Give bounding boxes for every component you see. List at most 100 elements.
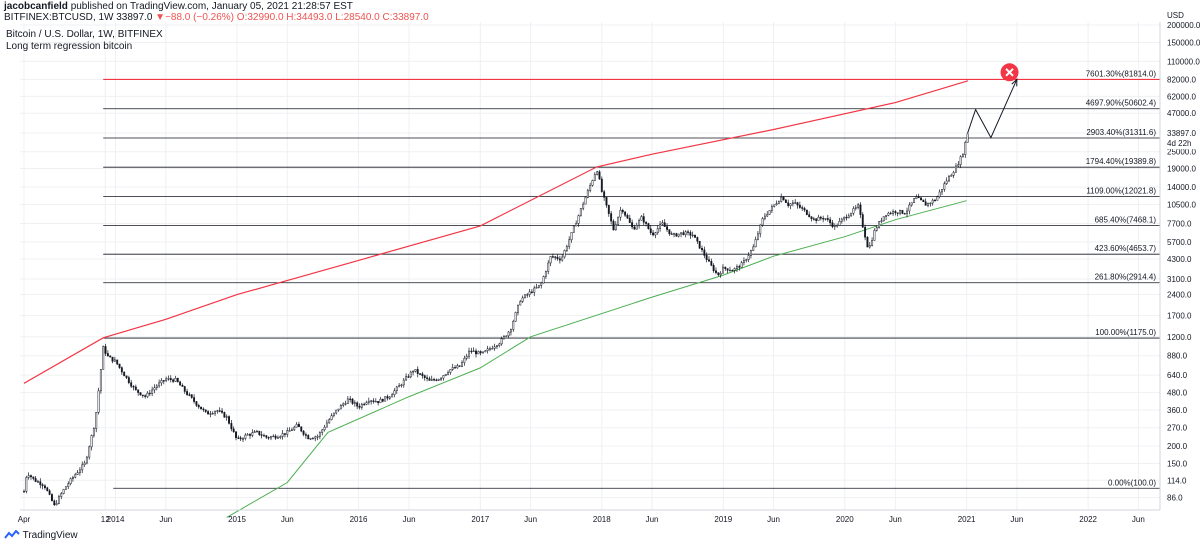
candle-body <box>628 217 631 223</box>
candle-body <box>526 294 529 296</box>
candle-body <box>76 472 79 475</box>
candle-body <box>861 214 864 228</box>
candle-body <box>62 489 65 494</box>
candle-body <box>677 233 680 237</box>
candle-body <box>479 351 482 354</box>
candle-body <box>46 487 49 492</box>
candle-body <box>332 412 335 416</box>
candle-body <box>794 202 797 204</box>
candle-body <box>407 376 410 378</box>
price-tick-label: 360.0 <box>1167 406 1188 415</box>
candle-body <box>824 218 827 220</box>
candle-body <box>582 203 585 209</box>
candle-body <box>202 408 205 411</box>
candle-body <box>572 225 575 233</box>
candle-body <box>722 266 724 274</box>
candle-body <box>915 196 918 200</box>
candle-body <box>514 312 517 322</box>
fib-level-label: 100.00%(1175.0) <box>1095 328 1156 337</box>
candle-body <box>267 437 270 439</box>
candle-body <box>482 351 484 354</box>
candle-body <box>118 363 121 368</box>
candle-body <box>263 435 265 437</box>
candle-body <box>302 430 305 435</box>
author-name[interactable]: jacobcanfield <box>4 1 68 12</box>
candle-body <box>374 401 377 403</box>
candle-body <box>193 397 196 402</box>
candle-body <box>493 346 496 349</box>
candle-body <box>619 209 622 218</box>
candle-body <box>74 474 77 478</box>
candle-body <box>169 378 172 381</box>
price-tick-label: 640.0 <box>1167 371 1188 380</box>
candle-body <box>703 249 706 256</box>
candle-body <box>146 392 149 397</box>
candle-body <box>530 291 533 293</box>
current-price-box <box>1161 127 1199 150</box>
candle-body <box>151 389 154 394</box>
candle-body <box>419 373 422 375</box>
candle-body <box>370 400 373 402</box>
candle-body <box>512 320 515 330</box>
candle-body <box>325 422 328 428</box>
time-tick-label: Jun <box>1132 515 1145 524</box>
candle-body <box>563 250 566 258</box>
price-tick-label: 4300.0 <box>1167 255 1192 264</box>
candle-body <box>803 208 806 211</box>
candle-body <box>48 490 51 495</box>
candle-body <box>197 405 200 408</box>
candle-body <box>668 229 671 234</box>
candle-body <box>346 398 349 404</box>
candle-body <box>747 255 750 260</box>
candle-body <box>141 394 144 397</box>
price-axis[interactable]: 200000.0 150000.0 110000.0 82000.0 62000.0 47… <box>1159 11 1200 510</box>
candle-body <box>104 346 107 354</box>
candle-body <box>519 301 522 306</box>
candle-body <box>880 220 883 222</box>
candle-body <box>440 377 443 380</box>
candle-body <box>523 294 526 299</box>
candle-body <box>503 336 505 339</box>
lower-regression-curve <box>226 200 967 518</box>
candle-body <box>179 381 182 386</box>
fib-level-label: 2903.40%(31311.6) <box>1086 128 1156 137</box>
candle-body <box>731 269 734 272</box>
candle-body <box>249 434 251 436</box>
candle-body <box>356 402 359 407</box>
candle-body <box>784 199 787 203</box>
candle-body <box>840 218 843 222</box>
candle-body <box>106 353 109 357</box>
price-tick-label: 10500.0 <box>1167 201 1196 210</box>
candle-body <box>710 261 713 266</box>
candle-body <box>491 348 494 350</box>
candle-body <box>71 477 74 479</box>
price-tick-label: 82000.0 <box>1167 75 1196 84</box>
candle-body <box>393 390 396 395</box>
candle-body <box>139 392 142 396</box>
candle-body <box>943 183 946 190</box>
tradingview-footer[interactable]: TradingView <box>4 530 78 541</box>
candle-body <box>652 232 655 236</box>
candle-body <box>116 359 119 365</box>
candle-body <box>111 356 114 362</box>
time-tick-label: Jun <box>403 515 416 524</box>
candle-body <box>521 297 524 302</box>
candle-body <box>398 385 401 388</box>
candle-body <box>875 227 878 231</box>
candle-body <box>889 212 892 215</box>
candle-body <box>603 191 606 198</box>
price-candles <box>23 133 969 507</box>
price-tick-label: 114.0 <box>1167 476 1187 485</box>
candle-body <box>323 426 326 431</box>
candle-body <box>593 174 596 181</box>
candle-body <box>812 218 815 220</box>
candle-body <box>899 209 901 214</box>
candle-body <box>167 378 170 380</box>
brand-label: TradingView <box>22 530 78 541</box>
candle-body <box>507 331 510 337</box>
candle-body <box>966 133 969 143</box>
fib-level-label: 7601.30%(81814.0) <box>1086 69 1157 78</box>
fib-level-label: 261.80%(2914.4) <box>1095 273 1157 282</box>
